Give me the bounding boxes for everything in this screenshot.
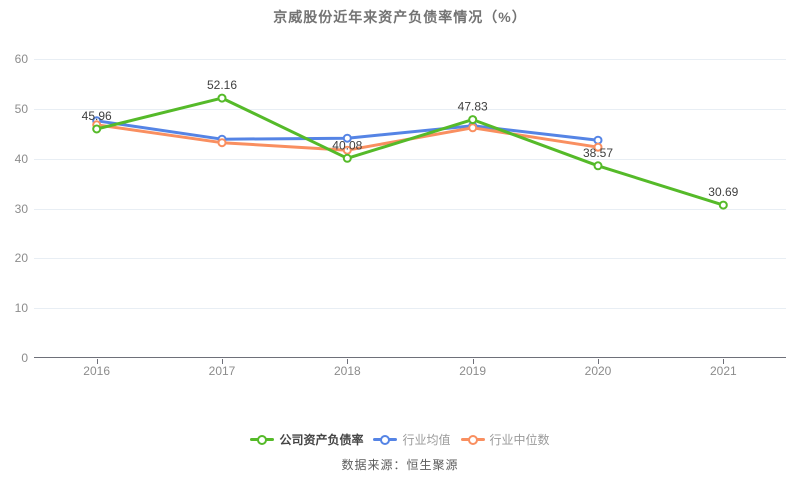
chart-title: 京威股份近年来资产负债率情况（%） xyxy=(273,9,527,25)
data-point-company[interactable] xyxy=(92,124,102,134)
x-axis-tick xyxy=(473,359,474,364)
gridline xyxy=(34,109,786,110)
data-point-label: 45.96 xyxy=(82,109,112,123)
x-axis-tick xyxy=(723,359,724,364)
x-axis-label: 2017 xyxy=(208,364,236,378)
gridline xyxy=(34,59,786,60)
y-axis-label: 40 xyxy=(14,151,28,166)
data-point-industry_median[interactable] xyxy=(468,123,478,133)
x-axis-label: 2021 xyxy=(709,364,737,378)
y-axis-label: 30 xyxy=(14,201,28,216)
data-source-note: 数据来源：恒生聚源 xyxy=(341,458,459,472)
data-point-label: 40.08 xyxy=(332,138,362,152)
legend-item-industry_avg[interactable]: 行业均值 xyxy=(373,431,451,448)
series-line-company xyxy=(95,96,725,207)
data-point-company[interactable] xyxy=(718,200,728,210)
x-axis-label: 2018 xyxy=(333,364,361,378)
legend-circle-icon xyxy=(257,434,268,445)
data-point-label: 30.69 xyxy=(708,185,738,199)
x-axis-label: 2019 xyxy=(459,364,487,378)
legend-label: 行业中位数 xyxy=(489,433,550,447)
data-point-company[interactable] xyxy=(468,115,478,125)
y-axis-label: 60 xyxy=(14,52,28,66)
y-axis-label: 50 xyxy=(14,101,28,116)
series-canvas[interactable]: 45.96 52.16 40.08 47.83 38.57 30.69 xyxy=(34,59,786,358)
x-axis-tick xyxy=(222,359,223,364)
plot-area[interactable]: 45.96 52.16 40.08 47.83 38.57 30.69 xyxy=(34,59,786,358)
gridline xyxy=(34,209,786,210)
gridline xyxy=(34,159,786,160)
x-axis-label: 2020 xyxy=(584,364,612,378)
data-point-industry_median[interactable] xyxy=(217,138,227,148)
x-axis-line xyxy=(34,357,786,358)
legend: 公司资产负债率 行业均值 行业中位数 xyxy=(0,431,800,448)
legend-circle-icon xyxy=(467,434,478,445)
x-axis-label: 2016 xyxy=(83,364,111,378)
data-point-label: 38.57 xyxy=(583,146,613,160)
data-point-label: 47.83 xyxy=(458,100,488,114)
gridline xyxy=(34,258,786,259)
y-axis-label: 0 xyxy=(21,351,28,365)
data-point-company[interactable] xyxy=(342,153,352,163)
y-axis-label: 10 xyxy=(14,301,28,316)
legend-line-marker-icon xyxy=(250,434,275,445)
data-point-industry_median[interactable] xyxy=(593,142,603,152)
gridline xyxy=(34,308,786,309)
legend-label: 行业均值 xyxy=(402,433,451,447)
legend-circle-icon xyxy=(380,434,391,445)
data-point-industry_avg[interactable] xyxy=(342,133,352,143)
y-axis-label: 20 xyxy=(14,251,28,266)
x-axis-tick xyxy=(97,359,98,364)
data-point-industry_avg[interactable] xyxy=(593,135,603,145)
legend-item-company[interactable]: 公司资产负债率 xyxy=(250,431,363,448)
x-axis-tick xyxy=(598,359,599,364)
data-point-industry_median[interactable] xyxy=(342,145,352,155)
legend-label: 公司资产负债率 xyxy=(279,433,364,447)
data-point-label: 52.16 xyxy=(207,78,237,92)
legend-line-marker-icon xyxy=(373,434,398,445)
legend-line-marker-icon xyxy=(460,434,485,445)
data-point-company[interactable] xyxy=(217,93,227,103)
legend-item-industry_median[interactable]: 行业中位数 xyxy=(460,431,550,448)
data-point-company[interactable] xyxy=(593,161,603,171)
x-axis-tick xyxy=(347,359,348,364)
